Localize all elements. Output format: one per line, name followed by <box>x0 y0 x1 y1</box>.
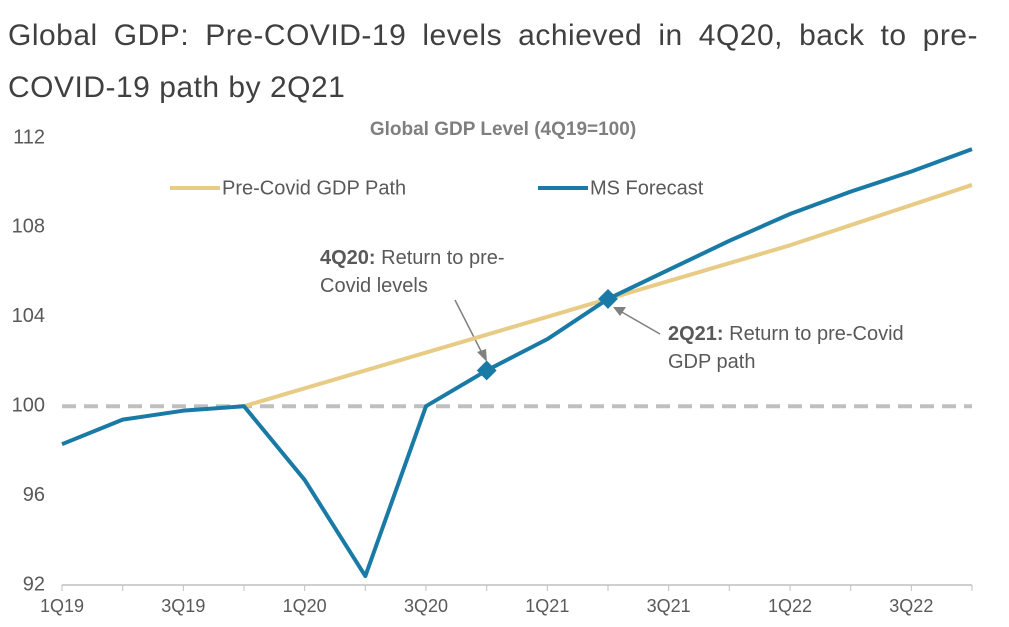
arrow <box>619 310 661 335</box>
arrow-head <box>613 307 626 316</box>
x-tick-label: 1Q22 <box>768 596 812 616</box>
x-tick-label: 3Q19 <box>161 596 205 616</box>
point-marker <box>598 289 618 309</box>
chart-title: Global GDP Level (4Q19=100) <box>370 119 636 140</box>
page-title: Global GDP: Pre-COVID-19 levels achieved… <box>8 19 978 104</box>
arrow <box>454 299 484 356</box>
point-marker <box>476 360 497 381</box>
y-tick-label: 108 <box>12 216 45 238</box>
x-tick-label: 1Q19 <box>40 596 84 616</box>
arrow-head <box>477 349 487 362</box>
annotation-bold: 2Q21: <box>668 323 724 345</box>
x-tick-label: 3Q20 <box>404 596 448 616</box>
annotation: 2Q21: Return to pre-Covid GDP path <box>668 320 908 376</box>
x-tick-label: 3Q22 <box>889 596 933 616</box>
y-tick-label: 92 <box>23 573 45 595</box>
legend-label: Pre-Covid GDP Path <box>222 177 406 199</box>
line-series <box>61 147 973 579</box>
x-tick-label: 1Q21 <box>525 596 569 616</box>
annotation-bold: 4Q20: <box>320 247 376 269</box>
annotation-text: Return to pre-Covid GDP path <box>668 323 904 373</box>
annotation-text: Return to pre-Covid levels <box>320 247 505 297</box>
y-tick-label: 96 <box>23 484 45 506</box>
y-tick-label: 112 <box>13 126 45 148</box>
legend-label: MS Forecast <box>590 177 704 199</box>
x-tick-label: 3Q21 <box>647 596 691 616</box>
y-tick-label: 100 <box>12 394 45 416</box>
y-tick-label: 104 <box>12 305 45 327</box>
x-tick-label: 1Q20 <box>283 596 327 616</box>
annotation: 4Q20: Return to pre-Covid levels <box>320 244 520 300</box>
